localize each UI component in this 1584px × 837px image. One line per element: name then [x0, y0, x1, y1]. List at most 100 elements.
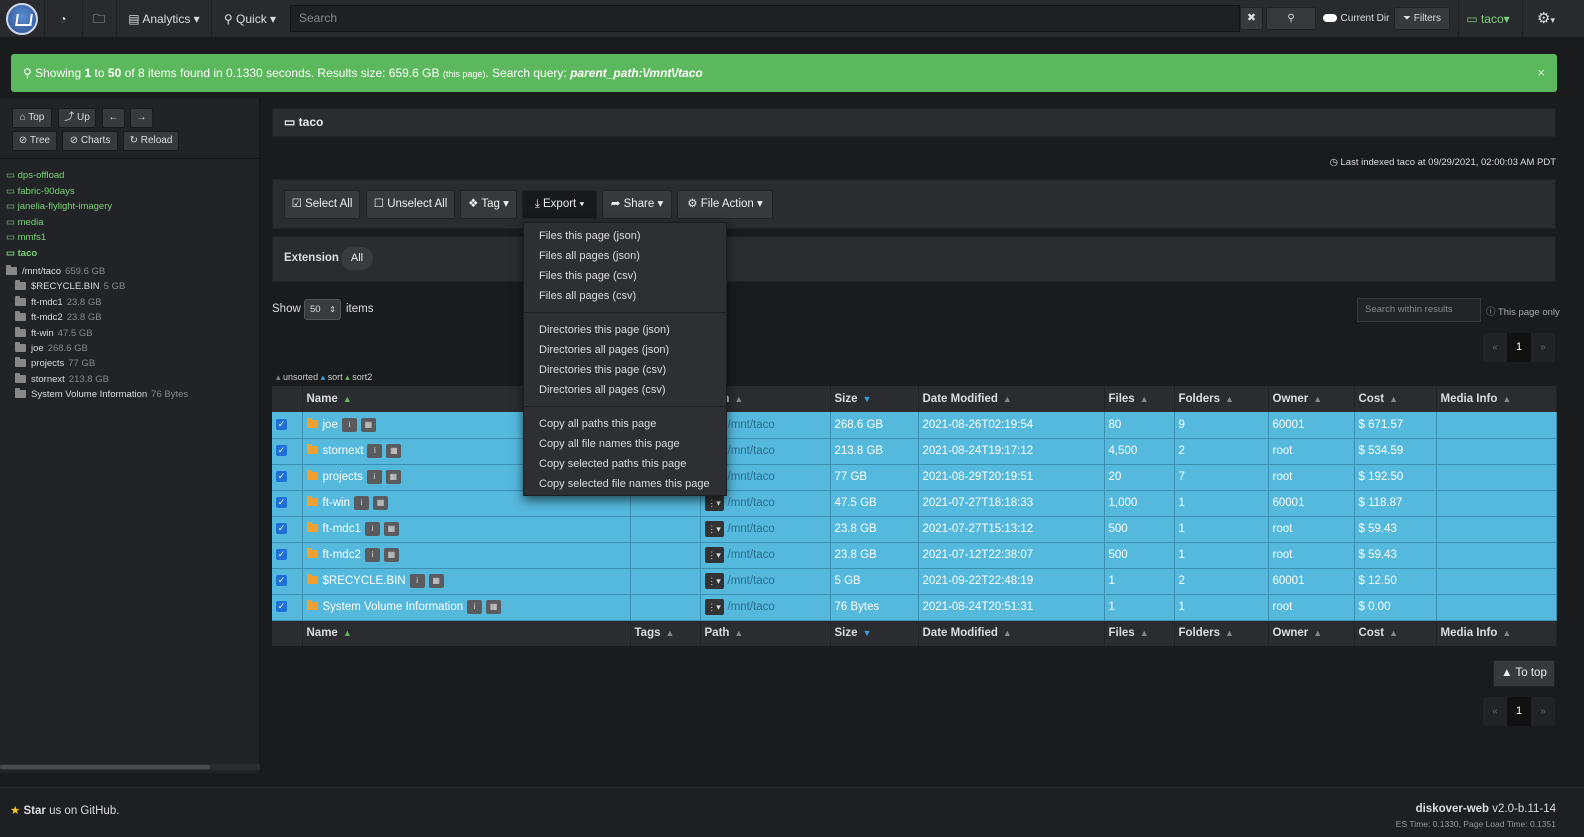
menu-item-dirs-page-csv[interactable]: Directories this page (csv) [539, 364, 667, 376]
column-header-tags[interactable]: Tags ▲ [630, 620, 701, 646]
folder-name-link[interactable]: ft-win [322, 497, 350, 510]
prev-page[interactable]: « [1492, 342, 1498, 353]
info-icon[interactable]: i [364, 522, 380, 536]
name-cell[interactable]: ft-mdc1 i ▦ [302, 516, 631, 543]
checkbox-checked-icon[interactable]: ✓ [276, 549, 287, 561]
checkbox-checked-icon[interactable]: ✓ [276, 471, 287, 483]
index-item[interactable]: ▭ janelia-flylight-imagery [6, 199, 112, 215]
row-checkbox[interactable]: ✓ [272, 594, 303, 621]
index-item[interactable]: ▭ media [6, 215, 112, 231]
info-icon[interactable]: i [367, 444, 383, 458]
name-cell[interactable]: ft-mdc2 i ▦ [302, 542, 631, 569]
dashboard-icon[interactable]: ◔ [59, 12, 67, 26]
folder-name-link[interactable]: joe [322, 418, 338, 431]
actions-menu-icon[interactable]: ⋮▾ [704, 547, 724, 563]
row-checkbox[interactable]: ✓ [272, 464, 303, 491]
folder-name-link[interactable]: projects [322, 471, 363, 484]
column-header-name[interactable]: Name ▲ [302, 620, 631, 646]
filters-button[interactable]: ⏷ Filters [1394, 7, 1450, 30]
checkbox-checked-icon[interactable]: ✓ [276, 497, 287, 509]
info-icon[interactable]: i [409, 574, 425, 588]
file-action-button[interactable]: ⚙ File Action ▾ [677, 190, 773, 219]
index-item[interactable]: ▭ dps-offload [6, 168, 112, 184]
table-row[interactable]: ✓ System Volume Information i ▦ ⋮▾/mnt/taco 7… [272, 594, 1557, 621]
current-dir-toggle[interactable]: Current Dir [1320, 0, 1392, 38]
share-button[interactable]: ➦ Share ▾ [602, 190, 672, 219]
back-button[interactable]: ← [102, 108, 125, 128]
column-header-size[interactable]: Size ▼ [830, 386, 919, 412]
github-star-link[interactable]: ★ Star us on GitHub. [10, 803, 119, 817]
tree-item[interactable]: joe 268.6 GB [6, 341, 188, 356]
sidebar-scrollbar[interactable] [0, 764, 260, 770]
quick-menu[interactable]: ⚲ Quick ▾ [223, 12, 277, 26]
info-icon[interactable]: i [467, 600, 483, 614]
analytics-icon[interactable]: ▦ [428, 574, 444, 588]
search-within-input[interactable]: Search within results [1357, 298, 1481, 322]
settings-gear-icon[interactable]: ⚙▾ [1537, 10, 1555, 27]
prev-page[interactable]: « [1492, 706, 1498, 717]
path-link[interactable]: /mnt/taco [727, 471, 775, 484]
actions-menu-icon[interactable]: ⋮▾ [704, 599, 724, 615]
menu-item-copy-selected-names[interactable]: Copy selected file names this page [539, 478, 710, 490]
path-link[interactable]: /mnt/taco [727, 418, 775, 431]
page-size-select[interactable]: 50 ⇕ [304, 299, 341, 320]
analytics-icon[interactable]: ▦ [383, 548, 399, 562]
row-checkbox[interactable]: ✓ [272, 438, 303, 465]
path-link[interactable]: /mnt/taco [727, 445, 775, 458]
column-header-files[interactable]: Files ▲ [1104, 620, 1175, 646]
path-link[interactable]: /mnt/taco [727, 549, 775, 562]
menu-item-dirs-all-json[interactable]: Directories all pages (json) [539, 344, 670, 356]
unselect-all-button[interactable]: ☐ Unselect All [366, 190, 455, 219]
column-header-path[interactable]: Path ▲ [700, 620, 831, 646]
tree-item[interactable]: stornext 213.8 GB [6, 372, 188, 387]
select-all-button[interactable]: ☑ Select All [284, 190, 360, 219]
path-link[interactable]: /mnt/taco [727, 523, 775, 536]
folder-icon[interactable]: 🗀 [92, 12, 105, 26]
breadcrumb-label[interactable]: taco [298, 115, 324, 129]
row-checkbox[interactable]: ✓ [272, 568, 303, 595]
column-header-size[interactable]: Size ▼ [830, 620, 919, 646]
actions-menu-icon[interactable]: ⋮▾ [704, 521, 724, 537]
diskover-logo[interactable] [6, 3, 38, 35]
tree-button[interactable]: ⊘ Tree [12, 131, 57, 151]
folder-name-link[interactable]: ft-mdc2 [322, 549, 361, 562]
info-icon[interactable]: i [366, 470, 382, 484]
tree-item[interactable]: ft-mdc1 23.8 GB [6, 295, 188, 310]
actions-menu-icon[interactable]: ⋮▾ [704, 495, 724, 511]
up-button[interactable]: ⤴ Up [58, 108, 96, 128]
row-checkbox[interactable]: ✓ [272, 412, 303, 439]
menu-item-files-all-csv[interactable]: Files all pages (csv) [539, 290, 637, 302]
search-input[interactable]: Search [290, 5, 1240, 32]
folder-name-link[interactable]: stornext [322, 445, 364, 458]
export-button[interactable]: ⤓ Export ▾ [522, 190, 597, 219]
current-page[interactable]: 1 [1507, 333, 1531, 362]
current-page[interactable]: 1 [1507, 697, 1531, 726]
path-link[interactable]: /mnt/taco [727, 575, 775, 588]
close-alert-icon[interactable]: × [1537, 65, 1545, 80]
column-header-folders[interactable]: Folders ▲ [1174, 386, 1269, 412]
reload-button[interactable]: ↻ Reload [123, 131, 179, 151]
tree-item[interactable]: ft-mdc2 23.8 GB [6, 310, 188, 325]
analytics-icon[interactable]: ▦ [385, 470, 401, 484]
column-header-date[interactable]: Date Modified ▲ [918, 620, 1105, 646]
analytics-icon[interactable]: ▦ [486, 600, 502, 614]
column-header-cost[interactable]: Cost ▲ [1354, 386, 1437, 412]
column-header-cost[interactable]: Cost ▲ [1354, 620, 1437, 646]
analytics-icon[interactable]: ▦ [386, 444, 402, 458]
row-checkbox[interactable]: ✓ [272, 516, 303, 543]
name-cell[interactable]: System Volume Information i ▦ [302, 594, 631, 621]
menu-item-dirs-page-json[interactable]: Directories this page (json) [539, 324, 670, 336]
next-page[interactable]: » [1540, 706, 1546, 717]
table-row[interactable]: ✓ $RECYCLE.BIN i ▦ ⋮▾/mnt/taco 5 GB 2021-09-22… [272, 568, 1557, 595]
info-icon[interactable]: i [364, 548, 380, 562]
checkbox-checked-icon[interactable]: ✓ [276, 601, 287, 613]
charts-button[interactable]: ⊘ Charts [62, 131, 118, 151]
row-checkbox[interactable]: ✓ [272, 490, 303, 517]
tree-item[interactable]: $RECYCLE.BIN 5 GB [6, 279, 188, 294]
tree-root[interactable]: /mnt/taco 659.6 GB [6, 264, 188, 279]
folder-name-link[interactable]: ft-mdc1 [322, 523, 361, 536]
table-row[interactable]: ✓ ft-mdc1 i ▦ ⋮▾/mnt/taco 23.8 GB 2021-07-27T1… [272, 516, 1557, 543]
menu-item-copy-selected-paths[interactable]: Copy selected paths this page [539, 458, 687, 470]
